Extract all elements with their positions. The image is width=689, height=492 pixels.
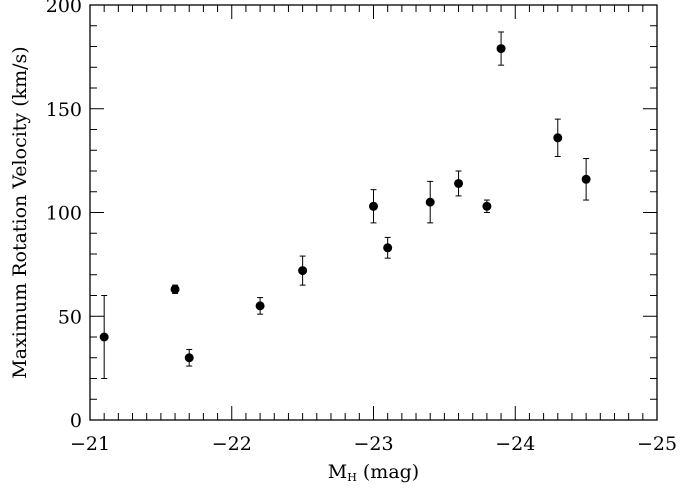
y-tick-label: 100 — [46, 203, 82, 225]
data-point — [482, 201, 492, 211]
y-tick-labels: 0 50 100 150 200 — [46, 0, 82, 432]
data-point — [369, 201, 378, 211]
data-point — [425, 197, 435, 207]
y-tick-label: 150 — [46, 99, 82, 121]
x-tick-labels: −21 −22 −23 −24 −25 — [70, 433, 677, 455]
data-point — [99, 332, 109, 342]
plot-frame — [89, 4, 658, 421]
x-axis-title-subscript: H — [347, 471, 357, 484]
error-bars — [101, 31, 590, 379]
data-point — [184, 353, 194, 363]
y-tick-label: 50 — [58, 306, 82, 328]
x-tick-label: −23 — [353, 433, 393, 455]
data-point — [170, 284, 180, 294]
data-points — [99, 44, 591, 363]
data-point — [553, 133, 563, 143]
y-axis-title: Maximum Rotation Velocity (km/s) — [9, 46, 31, 378]
data-point — [383, 243, 393, 253]
x-axis-title-unit: (mag) — [357, 461, 419, 483]
x-axis-title-main: M — [328, 461, 347, 483]
data-point — [496, 44, 506, 54]
y-tick-label: 200 — [46, 0, 82, 17]
x-axis-title: MH (mag) — [328, 461, 419, 484]
data-point — [454, 178, 464, 188]
x-tick-label: −24 — [495, 433, 535, 455]
data-point — [255, 301, 265, 311]
x-tick-label: −21 — [70, 433, 110, 455]
y-tick-label: 0 — [70, 410, 82, 432]
x-tick-label: −25 — [637, 433, 677, 455]
data-point — [298, 266, 308, 276]
x-tick-label: −22 — [212, 433, 252, 455]
data-point — [581, 174, 591, 184]
